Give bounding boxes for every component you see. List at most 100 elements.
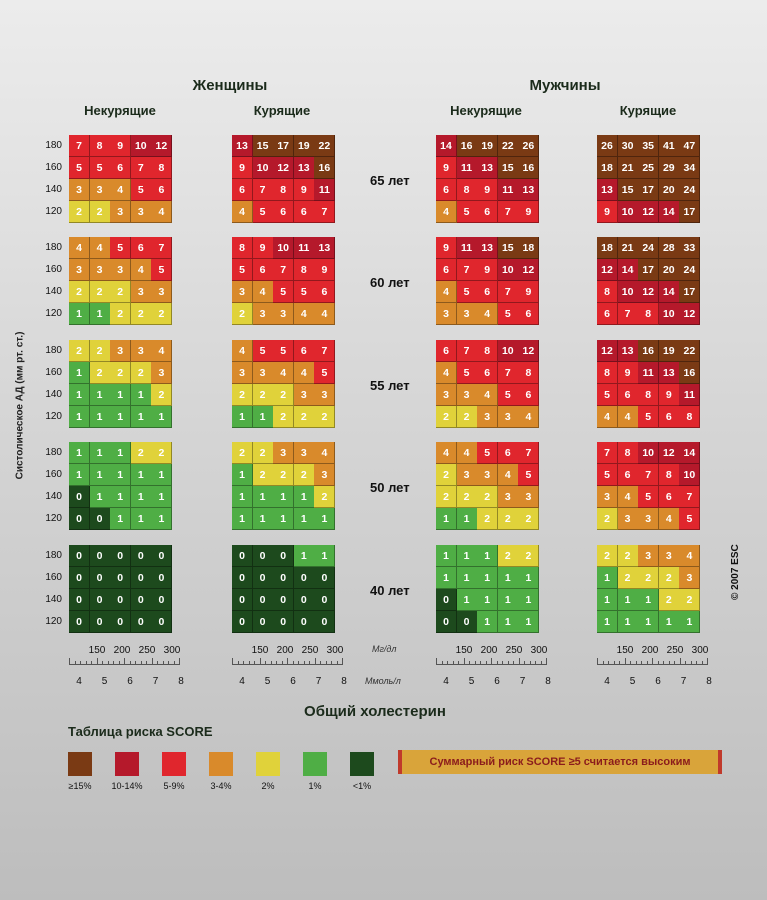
bp-row-label: 140 [45, 389, 62, 400]
risk-cell: 1 [477, 611, 499, 633]
risk-cell: 1 [232, 406, 253, 428]
x-axis-tick [436, 658, 437, 665]
risk-cell: 6 [436, 179, 457, 201]
men-smoking-label: Курящие [619, 103, 677, 118]
risk-cell: 6 [293, 201, 315, 223]
risk-cell: 3 [456, 384, 478, 406]
risk-cell: 2 [130, 442, 152, 464]
risk-cell: 7 [151, 237, 173, 259]
risk-cell: 0 [436, 589, 457, 611]
risk-cell: 0 [293, 589, 315, 611]
risk-cell: 1 [110, 406, 132, 428]
risk-cell: 3 [110, 340, 132, 362]
risk-cell: 1 [69, 464, 90, 486]
risk-cell: 4 [456, 442, 478, 464]
risk-cell: 1 [130, 384, 152, 406]
risk-cell: 2 [456, 406, 478, 428]
risk-cell: 18 [597, 237, 618, 259]
risk-cell: 22 [679, 340, 701, 362]
risk-cell: 1 [110, 508, 132, 530]
risk-cell: 10 [497, 259, 519, 281]
risk-cell: 6 [151, 179, 173, 201]
legend-label: <1% [352, 781, 372, 791]
risk-cell: 0 [314, 567, 336, 589]
risk-cell: 1 [518, 589, 540, 611]
risk-cell: 16 [518, 157, 540, 179]
x-axis-tick [491, 658, 492, 665]
x-axis-tick [469, 661, 470, 665]
risk-cell: 5 [314, 362, 336, 384]
risk-cell: 1 [110, 384, 132, 406]
risk-cell: 6 [518, 384, 540, 406]
risk-cell: 3 [110, 201, 132, 223]
risk-cell: 3 [617, 508, 639, 530]
risk-cell: 7 [497, 281, 519, 303]
risk-cell: 1 [89, 384, 111, 406]
bp-row-label: 180 [45, 345, 62, 356]
risk-cell: 3 [314, 384, 336, 406]
risk-cell: 8 [151, 157, 173, 179]
risk-cell: 2 [69, 201, 90, 223]
risk-cell: 7 [456, 340, 478, 362]
risk-cell: 0 [89, 545, 111, 567]
risk-cell: 2 [477, 508, 499, 530]
risk-cell: 4 [658, 508, 680, 530]
risk-cell: 12 [597, 340, 618, 362]
risk-cell: 4 [597, 406, 618, 428]
mg-tick-label: 300 [530, 645, 548, 656]
risk-cell: 4 [273, 362, 295, 384]
risk-cell: 3 [456, 464, 478, 486]
mg-unit-label: Мг/дл [372, 644, 397, 654]
risk-cell: 1 [151, 406, 173, 428]
risk-cell: 17 [273, 135, 295, 157]
risk-cell: 8 [638, 303, 660, 325]
risk-cell: 3 [252, 362, 274, 384]
legend-label: 2% [261, 781, 275, 791]
risk-cell: 5 [477, 442, 499, 464]
women-title: Женщины [192, 77, 268, 94]
risk-cell: 9 [293, 179, 315, 201]
legend-label: 1% [308, 781, 322, 791]
risk-cell: 1 [456, 508, 478, 530]
risk-cell: 0 [89, 567, 111, 589]
risk-cell: 1 [477, 545, 499, 567]
bp-row-label: 180 [45, 550, 62, 561]
age-label: 60 лет [370, 275, 410, 290]
risk-cell: 0 [130, 589, 152, 611]
risk-cell: 3 [314, 464, 336, 486]
risk-cell: 5 [638, 406, 660, 428]
risk-cell: 3 [497, 486, 519, 508]
risk-cell: 1 [151, 508, 173, 530]
risk-cell: 0 [110, 611, 132, 633]
risk-cell: 8 [638, 384, 660, 406]
risk-cell: 5 [130, 179, 152, 201]
risk-cell: 12 [597, 259, 618, 281]
risk-cell: 1 [69, 384, 90, 406]
risk-cell: 0 [130, 545, 152, 567]
mmol-tick-label: 5 [629, 676, 636, 687]
risk-cell: 2 [456, 486, 478, 508]
risk-cell: 29 [658, 157, 680, 179]
risk-cell: 2 [314, 486, 336, 508]
risk-cell: 1 [436, 508, 457, 530]
x-axis-tick [696, 661, 697, 665]
x-axis-tick [624, 658, 626, 665]
risk-cell: 6 [617, 384, 639, 406]
risk-cell: 16 [679, 362, 701, 384]
risk-cell: 8 [293, 259, 315, 281]
x-axis-tick [96, 658, 98, 665]
risk-cell: 5 [252, 201, 274, 223]
risk-cell: 10 [638, 442, 660, 464]
risk-cell: 7 [617, 303, 639, 325]
bp-row-label: 140 [45, 491, 62, 502]
risk-cell: 6 [232, 179, 253, 201]
risk-cell: 5 [518, 464, 540, 486]
risk-cell: 4 [436, 201, 457, 223]
risk-cell: 1 [130, 464, 152, 486]
risk-cell: 2 [69, 281, 90, 303]
bp-row-label: 180 [45, 242, 62, 253]
mg-tick-label: 150 [455, 645, 473, 656]
risk-cell: 8 [679, 406, 701, 428]
mmol-tick-label: 4 [443, 676, 449, 687]
risk-cell: 1 [436, 545, 457, 567]
